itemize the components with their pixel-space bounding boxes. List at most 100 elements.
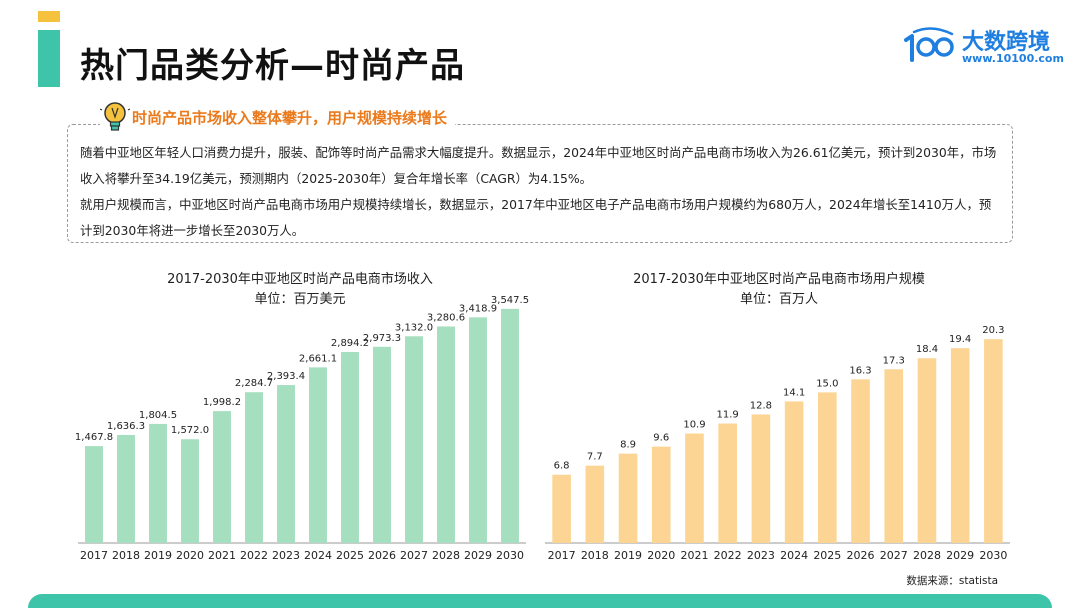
header-accent-teal bbox=[38, 30, 60, 87]
users-x-tick-label: 2017 bbox=[548, 549, 576, 562]
revenue-value-label: 2,973.3 bbox=[363, 333, 401, 344]
revenue-bar bbox=[85, 446, 103, 543]
revenue-value-label: 2,284.7 bbox=[235, 378, 273, 389]
users-bar bbox=[718, 423, 737, 543]
summary-text: 随着中亚地区年轻人口消费力提升，服装、配饰等时尚产品需求大幅度提升。数据显示，2… bbox=[80, 140, 1000, 244]
brand-logo: 大数跨境 www.10100.com bbox=[902, 22, 1064, 68]
revenue-value-label: 3,280.6 bbox=[427, 312, 465, 323]
users-value-label: 15.0 bbox=[816, 378, 838, 389]
users-bar bbox=[685, 433, 704, 543]
users-chart-unit: 单位：百万人 bbox=[739, 292, 818, 307]
revenue-value-label: 1,998.2 bbox=[203, 397, 241, 408]
users-bar bbox=[851, 379, 870, 543]
revenue-bar bbox=[341, 351, 359, 543]
revenue-bar bbox=[501, 308, 519, 543]
users-x-tick-label: 2022 bbox=[714, 549, 742, 562]
revenue-value-label: 3,547.5 bbox=[491, 295, 529, 306]
page-title: 热门品类分析—时尚产品 bbox=[80, 46, 465, 86]
revenue-bar bbox=[181, 439, 199, 543]
users-bar bbox=[552, 474, 571, 543]
revenue-bar bbox=[117, 435, 135, 543]
revenue-value-label: 1,636.3 bbox=[107, 421, 145, 432]
summary-paragraph-2: 就用户规模而言，中亚地区时尚产品电商市场用户规模持续增长，数据显示，2017年中… bbox=[80, 197, 992, 238]
users-bar bbox=[818, 392, 837, 543]
summary-heading: 时尚产品市场收入整体攀升，用户规模持续增长 bbox=[132, 108, 448, 127]
revenue-x-tick-label: 2018 bbox=[112, 549, 140, 562]
revenue-value-label: 1,572.0 bbox=[171, 425, 209, 436]
users-value-label: 11.9 bbox=[717, 410, 739, 421]
revenue-bar bbox=[149, 423, 167, 543]
bottom-band bbox=[28, 594, 1052, 608]
revenue-x-tick-label: 2022 bbox=[240, 549, 268, 562]
revenue-x-tick-label: 2026 bbox=[368, 549, 396, 562]
users-value-label: 10.9 bbox=[683, 420, 705, 431]
users-x-tick-label: 2024 bbox=[780, 549, 808, 562]
revenue-value-label: 3,132.0 bbox=[395, 322, 433, 333]
revenue-bar bbox=[309, 367, 327, 543]
revenue-value-label: 3,418.9 bbox=[459, 303, 497, 314]
summary-heading-group: 时尚产品市场收入整体攀升，用户规模持续增长 bbox=[100, 100, 456, 134]
users-value-label: 9.6 bbox=[653, 433, 669, 444]
revenue-bar bbox=[437, 326, 455, 543]
revenue-bar bbox=[213, 411, 231, 543]
data-source-note: 数据来源：statista bbox=[906, 575, 998, 587]
revenue-x-tick-label: 2024 bbox=[304, 549, 332, 562]
revenue-chart-title: 2017-2030年中亚地区时尚产品电商市场收入 bbox=[167, 272, 433, 287]
revenue-x-tick-label: 2025 bbox=[336, 549, 364, 562]
revenue-value-label: 2,661.1 bbox=[299, 353, 337, 364]
users-bar-chart: 6.8 2017 7.7 2018 8.9 2019 9.6 2020 10.9 2021 11.9… bbox=[545, 325, 1010, 562]
revenue-x-tick-label: 2027 bbox=[400, 549, 428, 562]
revenue-x-tick-label: 2019 bbox=[144, 549, 172, 562]
revenue-bar bbox=[245, 392, 263, 543]
users-chart-title: 2017-2030年中亚地区时尚产品电商市场用户规模 bbox=[633, 272, 925, 287]
logo-mark-icon bbox=[904, 27, 954, 62]
summary-box bbox=[67, 124, 1013, 243]
revenue-bar-chart: 1,467.8 2017 1,636.3 2018 1,804.5 2019 1,572.0… bbox=[75, 295, 529, 562]
users-bar bbox=[884, 369, 904, 543]
users-value-label: 12.8 bbox=[750, 400, 772, 411]
users-value-label: 6.8 bbox=[554, 461, 570, 472]
users-value-label: 20.3 bbox=[982, 325, 1004, 336]
revenue-x-tick-label: 2028 bbox=[432, 549, 460, 562]
revenue-value-label: 2,393.4 bbox=[267, 371, 305, 382]
users-x-tick-label: 2019 bbox=[614, 549, 642, 562]
users-x-tick-label: 2025 bbox=[813, 549, 841, 562]
users-value-label: 16.3 bbox=[849, 365, 871, 376]
revenue-x-tick-label: 2021 bbox=[208, 549, 236, 562]
revenue-bar bbox=[373, 346, 391, 543]
users-bar bbox=[917, 358, 937, 543]
users-bar bbox=[984, 339, 1003, 543]
users-bar bbox=[651, 446, 671, 543]
users-x-tick-label: 2027 bbox=[880, 549, 908, 562]
users-x-tick-label: 2026 bbox=[847, 549, 875, 562]
users-bar bbox=[751, 414, 771, 543]
users-value-label: 14.1 bbox=[783, 387, 805, 398]
revenue-bar bbox=[405, 336, 423, 543]
users-x-tick-label: 2020 bbox=[647, 549, 675, 562]
revenue-chart-unit: 单位：百万美元 bbox=[254, 292, 346, 307]
revenue-bar bbox=[277, 385, 295, 543]
revenue-value-label: 1,467.8 bbox=[75, 432, 113, 443]
revenue-x-tick-label: 2023 bbox=[272, 549, 300, 562]
users-bar bbox=[950, 348, 970, 543]
users-bar bbox=[784, 401, 804, 543]
users-x-tick-label: 2021 bbox=[680, 549, 708, 562]
logo-url: www.10100.com bbox=[962, 52, 1064, 65]
users-value-label: 17.3 bbox=[883, 355, 905, 366]
lightbulb-icon bbox=[100, 102, 130, 131]
users-value-label: 19.4 bbox=[949, 334, 971, 345]
revenue-bar bbox=[469, 317, 487, 543]
users-x-tick-label: 2023 bbox=[747, 549, 775, 562]
users-x-tick-label: 2030 bbox=[979, 549, 1007, 562]
users-value-label: 7.7 bbox=[587, 452, 603, 463]
logo-name: 大数跨境 bbox=[962, 30, 1051, 55]
revenue-x-tick-label: 2030 bbox=[496, 549, 524, 562]
users-bar bbox=[618, 453, 638, 543]
revenue-value-label: 2,894.2 bbox=[331, 338, 369, 349]
users-value-label: 8.9 bbox=[620, 440, 636, 451]
users-value-label: 18.4 bbox=[916, 344, 938, 355]
users-x-tick-label: 2028 bbox=[913, 549, 941, 562]
revenue-value-label: 1,804.5 bbox=[139, 410, 177, 421]
users-x-tick-label: 2018 bbox=[581, 549, 609, 562]
users-bar bbox=[585, 465, 605, 543]
